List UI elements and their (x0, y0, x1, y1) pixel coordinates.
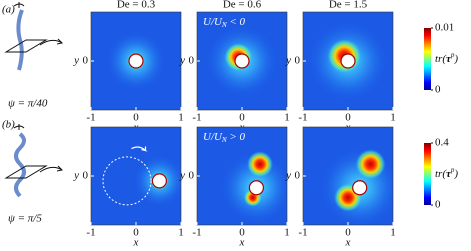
annotation-part: N (221, 21, 227, 29)
particle (248, 180, 264, 196)
annotation-part: U/U (203, 16, 223, 28)
y-axis-label: y (73, 55, 79, 67)
y-tick-label: 0 (189, 55, 195, 67)
x-tick-label: 0 (345, 227, 351, 239)
x-tick-label: 0 (239, 112, 245, 124)
y-axis-label: y (179, 55, 185, 67)
y-tick-label: 0 (295, 170, 301, 182)
particle (128, 53, 144, 69)
x-tick-label: -1 (86, 227, 95, 239)
x-tick-label: -1 (86, 112, 95, 124)
colorbar-label-part: τ (446, 53, 452, 65)
particle (352, 180, 368, 196)
annotation-part: > 0 (227, 131, 246, 143)
particle (340, 53, 356, 69)
x-tick-label: -1 (192, 112, 201, 124)
x-tick-label: 1 (284, 227, 290, 239)
annotation-part: U/U (203, 131, 223, 143)
colorbar-tick-label: 0.4 (435, 137, 449, 149)
y-axis-label: y (73, 170, 79, 182)
panel-title: De = 0.3 (117, 0, 156, 11)
particle (234, 53, 250, 69)
parameter-label: ψ = π/5 (8, 213, 42, 225)
heatmap (91, 127, 181, 225)
y-tick-label: 0 (189, 170, 195, 182)
x-tick-label: 0 (133, 112, 139, 124)
y-tick-label: 0 (295, 55, 301, 67)
panel-label: (a) (2, 4, 15, 16)
heatmap-hotspot (247, 151, 273, 178)
heatmap (303, 12, 393, 110)
colorbar-tick-label: 0 (435, 84, 441, 96)
illustration-b (4, 124, 64, 198)
heatmap (303, 127, 393, 225)
x-axis-label: x (133, 237, 139, 249)
annotation-part: N (221, 136, 227, 144)
y-tick-label: 0 (83, 170, 89, 182)
panel-label: (b) (2, 119, 15, 131)
y-tick-label: 0 (83, 55, 89, 67)
panel-title: De = 0.6 (223, 0, 262, 11)
x-tick-label: 1 (284, 112, 290, 124)
x-tick-label: -1 (298, 227, 307, 239)
colorbar-label-part: τ (446, 168, 452, 180)
colorbar (424, 143, 431, 205)
annotation: U/UN < 0 (203, 16, 246, 29)
colorbar-label: tr(τp) (435, 166, 458, 180)
annotation-part: < 0 (227, 16, 246, 28)
panel-title: De = 1.5 (329, 0, 368, 11)
parameter-label: ψ = π/40 (8, 98, 48, 110)
colorbar-label: tr(τp) (435, 51, 458, 65)
colorbar-label-part: p (450, 51, 455, 59)
x-tick-label: -1 (192, 227, 201, 239)
y-axis-label: y (285, 55, 291, 67)
direction-arrow (131, 146, 148, 152)
x-tick-label: 1 (390, 227, 396, 239)
illustration-a (4, 2, 64, 71)
particle (151, 173, 167, 189)
y-axis-label: y (179, 170, 185, 182)
colorbar-tick-label: 0.01 (435, 22, 454, 34)
trajectory (102, 156, 152, 206)
heatmap (197, 12, 287, 110)
annotation: U/UN > 0 (203, 131, 246, 144)
x-tick-label: -1 (298, 112, 307, 124)
x-tick-label: 1 (178, 227, 184, 239)
colorbar (424, 28, 431, 90)
x-tick-label: 1 (178, 112, 184, 124)
x-axis-label: x (239, 237, 245, 249)
y-axis-label: y (285, 170, 291, 182)
x-tick-label: 1 (390, 112, 396, 124)
colorbar-label-part: tr( (435, 168, 447, 180)
colorbar-label-part: tr( (435, 53, 447, 65)
heatmap-hotspot (355, 149, 386, 180)
colorbar-label-part: ) (453, 168, 458, 180)
x-axis-label: x (345, 237, 351, 249)
colorbar-label-part: ) (453, 53, 458, 65)
colorbar-label-part: p (450, 166, 455, 174)
x-tick-label: 0 (133, 227, 139, 239)
heatmap (197, 127, 287, 225)
x-tick-label: 0 (239, 227, 245, 239)
heatmap (91, 12, 181, 110)
x-tick-label: 0 (345, 112, 351, 124)
colorbar-tick-label: 0 (435, 199, 441, 211)
